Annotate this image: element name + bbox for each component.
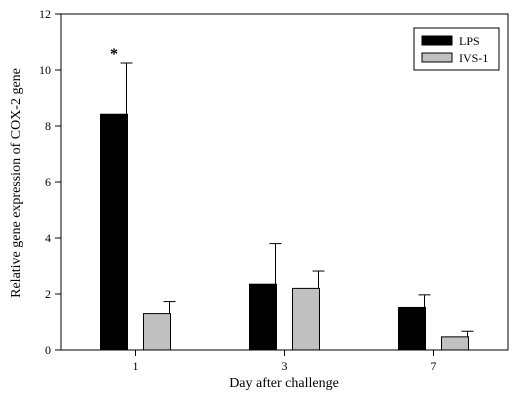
legend-label: IVS-1	[459, 51, 488, 65]
x-tick-label: 3	[282, 359, 288, 373]
bar-ivs-1-day-1	[143, 313, 171, 351]
legend: LPS IVS-1	[413, 27, 500, 71]
y-tick-label: 12	[39, 7, 51, 21]
y-axis-label: Relative gene expression of COX-2 gene	[9, 68, 24, 298]
y-tick-label: 6	[45, 175, 51, 189]
legend-box	[413, 27, 500, 71]
bar-lps-day-7	[398, 306, 426, 351]
axes-group: 0 2 4 6 8 10 12 1 3 7	[39, 7, 437, 373]
y-tick-label: 2	[45, 287, 51, 301]
bar-ivs-1-day-7	[441, 336, 469, 351]
annotations-group: *	[110, 46, 118, 63]
y-tick-label: 10	[39, 63, 51, 77]
x-axis-label: Day after challenge	[229, 376, 339, 391]
legend-swatch	[421, 35, 453, 46]
x-tick-label: 1	[133, 359, 139, 373]
bar-lps-day-1	[100, 113, 128, 351]
bar-lps-day-3	[249, 283, 277, 351]
legend-swatch	[421, 52, 453, 63]
error-bars-group	[120, 62, 474, 337]
legend-label: LPS	[459, 34, 480, 48]
bars-group	[100, 113, 469, 351]
bar-ivs-1-day-3	[292, 287, 320, 351]
x-tick-label: 7	[431, 359, 437, 373]
significance-annotation: *	[110, 46, 118, 63]
y-tick-label: 0	[45, 343, 51, 357]
y-tick-label: 4	[45, 231, 51, 245]
y-tick-label: 8	[45, 119, 51, 133]
